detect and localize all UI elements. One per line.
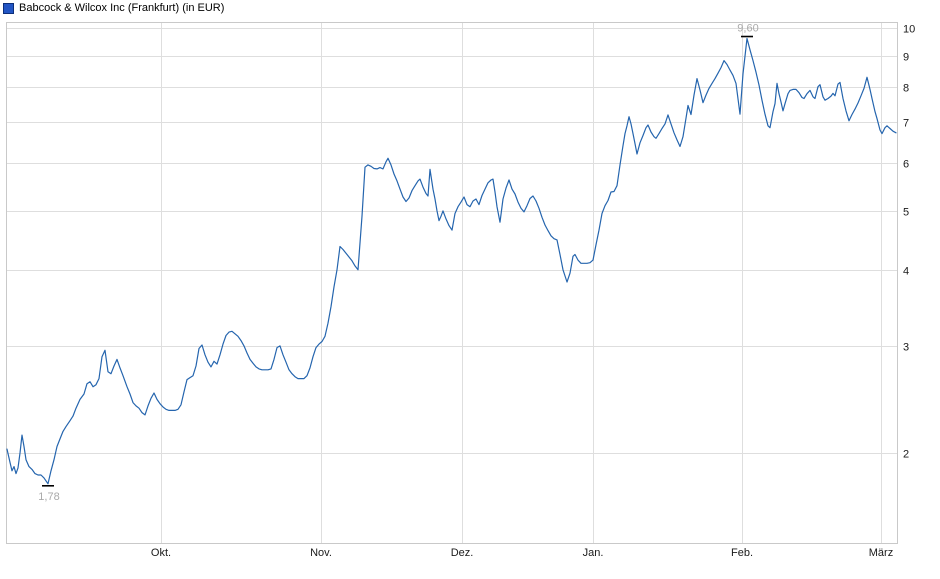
y-axis-label: 4 [903, 266, 909, 278]
price-line [6, 37, 897, 485]
y-axis-label: 10 [903, 24, 915, 36]
x-axis-label: Nov. [310, 547, 332, 559]
x-axis-label: Dez. [451, 547, 474, 559]
x-axis-label: Okt. [151, 547, 171, 559]
x-axis-label: Feb. [731, 547, 753, 559]
low-label: 1,78 [38, 491, 59, 503]
y-axis-label: 7 [903, 118, 909, 130]
x-axis-label: März [869, 547, 893, 559]
y-axis-label: 5 [903, 207, 909, 219]
chart-title: Babcock & Wilcox Inc (Frankfurt) (in EUR… [19, 2, 225, 14]
y-axis-label: 6 [903, 159, 909, 171]
series-swatch-icon [3, 2, 14, 14]
y-axis-label: 8 [903, 83, 909, 95]
y-axis-label: 2 [903, 449, 909, 461]
chart-legend: Babcock & Wilcox Inc (Frankfurt) (in EUR… [3, 2, 224, 14]
high-label: 9,60 [737, 23, 758, 35]
y-axis-label: 9 [903, 52, 909, 64]
plot-border [6, 22, 898, 544]
y-axis-label: 3 [903, 342, 909, 354]
x-axis-label: Jan. [583, 547, 604, 559]
